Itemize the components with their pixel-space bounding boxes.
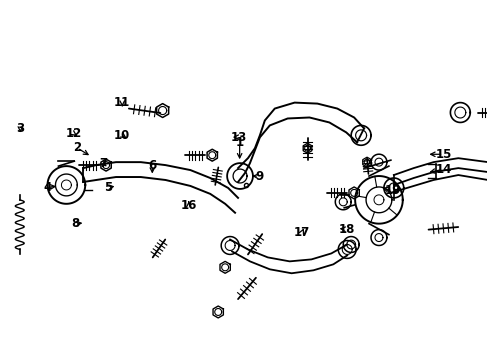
Text: 5: 5: [104, 181, 113, 194]
Text: 8: 8: [71, 217, 80, 230]
Text: 10: 10: [114, 129, 130, 142]
Text: 6: 6: [148, 159, 156, 172]
Text: 14: 14: [434, 163, 451, 176]
Text: 9: 9: [254, 170, 263, 183]
Text: 11: 11: [114, 96, 130, 109]
Text: 7: 7: [100, 157, 108, 170]
Text: 4: 4: [44, 181, 52, 194]
Text: 1: 1: [235, 136, 243, 149]
Text: 16: 16: [180, 198, 197, 212]
Text: 17: 17: [293, 226, 309, 239]
Text: 2: 2: [73, 141, 81, 154]
Text: 15: 15: [434, 148, 451, 161]
Text: 3: 3: [16, 122, 24, 135]
Text: 13: 13: [230, 131, 246, 144]
Text: 12: 12: [65, 127, 81, 140]
Text: 18: 18: [338, 223, 354, 236]
Text: 19: 19: [384, 184, 400, 197]
